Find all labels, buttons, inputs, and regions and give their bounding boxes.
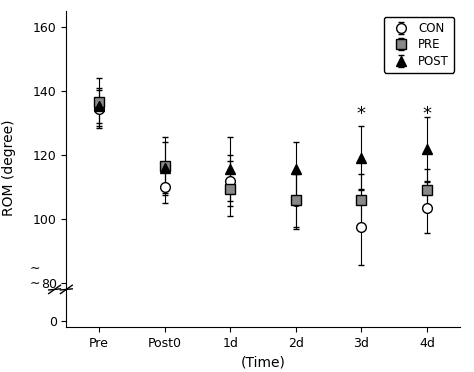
Text: ROM (degree): ROM (degree)	[2, 119, 17, 216]
Legend: CON, PRE, POST: CON, PRE, POST	[384, 17, 454, 73]
Text: ∼
∼: ∼ ∼	[30, 262, 40, 290]
Text: *: *	[422, 105, 431, 123]
Text: *: *	[357, 105, 366, 123]
X-axis label: (Time): (Time)	[241, 356, 285, 370]
